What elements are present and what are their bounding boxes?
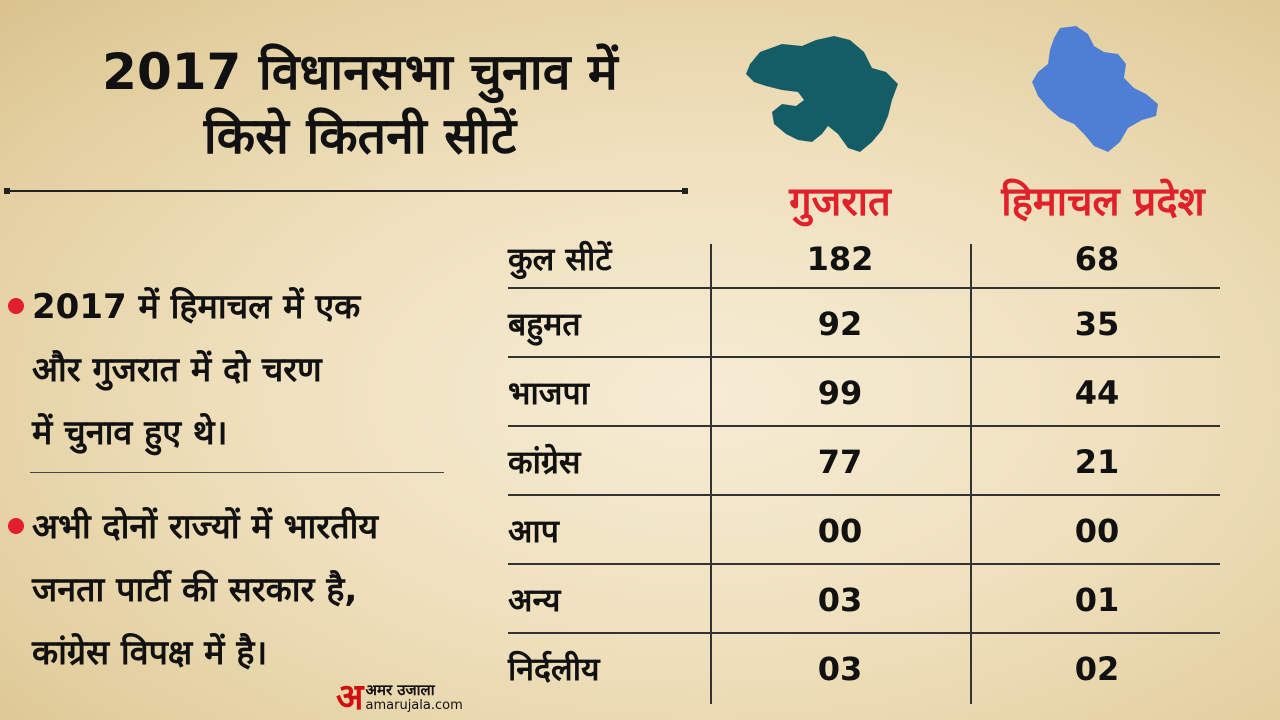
column-divider — [710, 244, 712, 704]
title-line-1: 2017 विधानसभा चुनाव में — [102, 43, 618, 101]
bullet-point-2: अभी दोनों राज्यों में भारतीय जनता पार्टी… — [8, 496, 378, 685]
logo-url: amarujala.com — [365, 698, 463, 713]
gujarat-value: 03 — [817, 649, 863, 688]
bullet-point-1: 2017 में हिमाचल में एक और गुजरात में दो … — [8, 276, 360, 465]
row-divider — [508, 356, 1220, 358]
gujarat-value: 00 — [817, 511, 863, 550]
himachal-map-icon — [1032, 26, 1158, 152]
bullet-divider — [30, 472, 444, 473]
gujarat-value: 03 — [817, 580, 863, 619]
state-heading-himachal: हिमाचल प्रदेश — [1001, 179, 1205, 225]
red-dot-icon — [8, 298, 24, 314]
row-divider — [508, 632, 1220, 634]
gujarat-value: 99 — [817, 373, 863, 412]
table-row: निर्दलीय 03 02 — [502, 634, 1220, 703]
himachal-value: 44 — [1074, 373, 1120, 412]
red-dot-icon — [8, 518, 24, 534]
bullet-2-line-3: कांग्रेस विपक्ष में है। — [32, 633, 268, 673]
himachal-value: 00 — [1074, 511, 1120, 550]
table-row: आप 00 00 — [502, 496, 1220, 565]
logo-text: अमर उजाला amarujala.com — [366, 682, 463, 714]
logo-name: अमर उजाला — [365, 681, 435, 699]
table-row: अन्य 03 01 — [502, 565, 1220, 634]
table-row: बहुमत 92 35 — [502, 289, 1220, 358]
table-row: कुल सीटें 182 68 — [502, 228, 1220, 289]
row-label: अन्य — [508, 581, 561, 619]
row-label: आप — [508, 512, 559, 550]
bullet-2-line-1: अभी दोनों राज्यों में भारतीय — [32, 507, 379, 547]
row-label: कांग्रेस — [508, 443, 581, 481]
table-row: भाजपा 99 44 — [502, 358, 1220, 427]
seats-table: कुल सीटें 182 68 बहुमत 92 35 भाजपा 99 44… — [502, 228, 1220, 703]
gujarat-value: 182 — [806, 239, 874, 278]
himachal-value: 02 — [1074, 649, 1120, 688]
amar-ujala-logo: अ अमर उजाला amarujala.com — [336, 680, 463, 716]
logo-mark: अ — [336, 677, 364, 718]
row-label: भाजपा — [508, 374, 589, 412]
bullet-1-line-1: 2017 में हिमाचल में एक — [32, 287, 361, 327]
title-divider — [4, 188, 688, 194]
row-divider — [508, 425, 1220, 427]
gujarat-map-icon — [746, 36, 898, 152]
gujarat-value: 92 — [817, 304, 863, 343]
bullet-2-line-2: जनता पार्टी की सरकार है, — [32, 570, 358, 610]
page-title: 2017 विधानसभा चुनाव में किसे कितनी सीटें — [0, 40, 720, 168]
row-label: निर्दलीय — [508, 650, 600, 688]
row-divider — [508, 494, 1220, 496]
row-label: कुल सीटें — [508, 240, 612, 278]
bullet-1-line-3: में चुनाव हुए थे। — [32, 413, 228, 453]
himachal-value: 35 — [1074, 304, 1120, 343]
table-row: कांग्रेस 77 21 — [502, 427, 1220, 496]
state-heading-gujarat: गुजरात — [789, 179, 891, 225]
himachal-value: 21 — [1074, 442, 1120, 481]
bullet-1-line-2: और गुजरात में दो चरण — [32, 350, 322, 390]
title-line-2: किसे कितनी सीटें — [203, 107, 517, 165]
row-divider — [508, 563, 1220, 565]
himachal-value: 01 — [1074, 580, 1120, 619]
gujarat-value: 77 — [817, 442, 863, 481]
row-divider — [508, 287, 1220, 289]
column-divider — [970, 244, 972, 704]
row-label: बहुमत — [508, 305, 581, 343]
himachal-value: 68 — [1074, 239, 1120, 278]
